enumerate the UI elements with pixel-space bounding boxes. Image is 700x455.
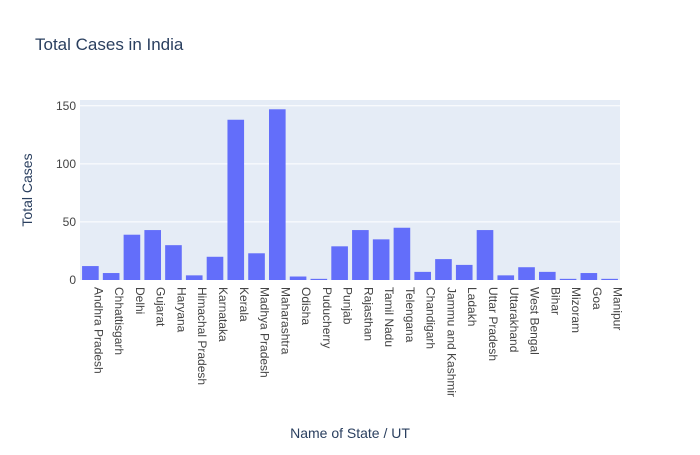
bar-madhya-pradesh[interactable] bbox=[248, 253, 265, 280]
y-tick-label: 100 bbox=[56, 157, 76, 171]
x-tick-label: Uttar Pradesh bbox=[486, 287, 500, 361]
x-tick-label: Puducherry bbox=[320, 287, 334, 348]
bar-uttar-pradesh[interactable] bbox=[476, 230, 494, 280]
bar-telengana[interactable] bbox=[393, 227, 411, 280]
x-tick-label: Tamil Nadu bbox=[382, 287, 396, 347]
x-tick-label: Mizoram bbox=[569, 287, 583, 333]
x-tick-label: Kerala bbox=[237, 287, 251, 322]
bar-ladakh[interactable] bbox=[455, 264, 473, 280]
x-tick-label: Chhattisgarh bbox=[112, 287, 126, 355]
bar-punjab[interactable] bbox=[331, 246, 348, 280]
x-tick-label: Delhi bbox=[133, 287, 147, 314]
bar-chhattisgarh[interactable] bbox=[102, 273, 120, 280]
bar-rajasthan[interactable] bbox=[352, 230, 369, 280]
x-tick-label: Andhra Pradesh bbox=[91, 287, 105, 374]
y-tick-labels: 0 50 100 150 bbox=[56, 99, 76, 287]
x-tick-label: Chandigarh bbox=[424, 287, 438, 349]
bar-jammu-and-kashmir[interactable] bbox=[435, 259, 452, 280]
bar-uttarakhand[interactable] bbox=[497, 275, 515, 280]
gridlines bbox=[80, 105, 620, 223]
x-tick-label: Goa bbox=[590, 287, 604, 310]
y-tick-label: 50 bbox=[63, 215, 77, 229]
x-tick-label: Manipur bbox=[611, 287, 625, 330]
bar-karnataka[interactable] bbox=[206, 256, 224, 280]
bar-odisha[interactable] bbox=[289, 276, 307, 280]
x-tick-label: Rajasthan bbox=[361, 287, 375, 341]
bar-gujarat[interactable] bbox=[144, 230, 161, 280]
bar-delhi[interactable] bbox=[123, 234, 141, 280]
x-tick-label: Gujarat bbox=[154, 287, 168, 327]
x-tick-label: Punjab bbox=[341, 287, 355, 325]
y-axis-title: Total Cases bbox=[19, 153, 35, 226]
bar-mizoram[interactable] bbox=[559, 278, 577, 280]
x-tick-label: Karnataka bbox=[216, 287, 230, 342]
x-tick-label: Uttarakhand bbox=[507, 287, 521, 352]
bar-manipur[interactable] bbox=[601, 278, 618, 280]
bar-tamil-nadu[interactable] bbox=[372, 239, 390, 280]
bar-andhra-pradesh[interactable] bbox=[82, 266, 99, 280]
y-tick-label: 150 bbox=[56, 99, 76, 113]
x-tick-label: Bihar bbox=[548, 287, 562, 315]
bar-kerala[interactable] bbox=[227, 119, 245, 280]
bar-himachal-pradesh[interactable] bbox=[185, 275, 203, 280]
bar-maharashtra[interactable] bbox=[269, 109, 286, 281]
x-tick-label: Ladakh bbox=[465, 287, 479, 326]
bar-bihar[interactable] bbox=[539, 271, 556, 280]
chart-title: Total Cases in India bbox=[35, 35, 184, 54]
bars bbox=[82, 109, 618, 281]
x-tick-label: Odisha bbox=[299, 287, 313, 325]
x-tick-label: Madhya Pradesh bbox=[258, 287, 272, 378]
x-tick-label: Himachal Pradesh bbox=[195, 287, 209, 385]
bar-goa[interactable] bbox=[580, 273, 598, 280]
bar-west-bengal[interactable] bbox=[518, 267, 535, 280]
bar-haryana[interactable] bbox=[165, 245, 182, 280]
x-axis-title: Name of State / UT bbox=[290, 425, 410, 441]
x-tick-label: Maharashtra bbox=[278, 287, 292, 355]
bar-chandigarh[interactable] bbox=[414, 271, 431, 280]
x-tick-label: West Bengal bbox=[528, 287, 542, 355]
x-tick-label: Telengana bbox=[403, 287, 417, 343]
x-tick-label: Haryana bbox=[174, 287, 188, 333]
x-tick-label: Jammu and Kashmir bbox=[444, 287, 458, 397]
y-tick-label: 0 bbox=[69, 273, 76, 287]
bar-puducherry[interactable] bbox=[310, 278, 328, 280]
x-tick-labels: Andhra Pradesh Chhattisgarh Delhi Gujarat Ha… bbox=[91, 287, 624, 397]
